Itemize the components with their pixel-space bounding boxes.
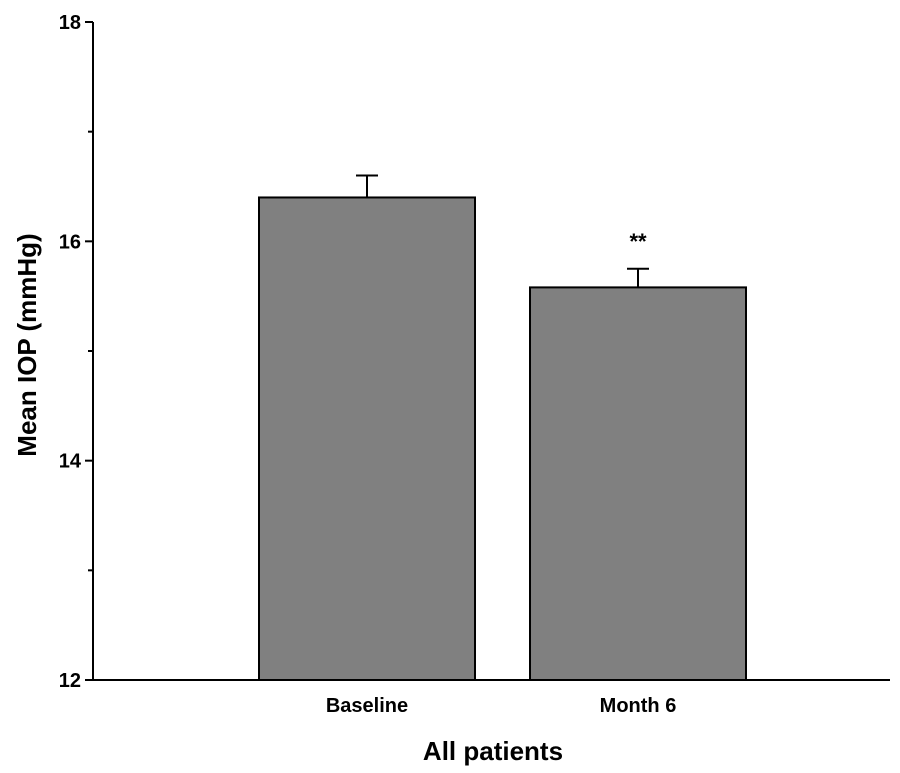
axes-layer <box>85 21 890 681</box>
y-axis-title: Mean IOP (mmHg) <box>12 233 42 456</box>
x-tick-label: Month 6 <box>600 695 677 717</box>
y-tick-label: 12 <box>59 670 81 692</box>
y-tick-label: 14 <box>59 451 82 473</box>
x-tick-label: Baseline <box>326 695 408 717</box>
bars-layer <box>258 196 747 681</box>
bar-baseline <box>258 196 476 681</box>
significance-annotation: ** <box>629 229 647 254</box>
labels-layer: Baseline ** Month 6 12 14 16 18 <box>59 12 677 717</box>
error-bars-layer <box>356 174 649 288</box>
y-tick-label: 16 <box>59 231 81 253</box>
x-axis-title: All patients <box>423 736 563 766</box>
y-tick-label: 18 <box>59 12 81 34</box>
bar-month-6 <box>529 286 747 681</box>
